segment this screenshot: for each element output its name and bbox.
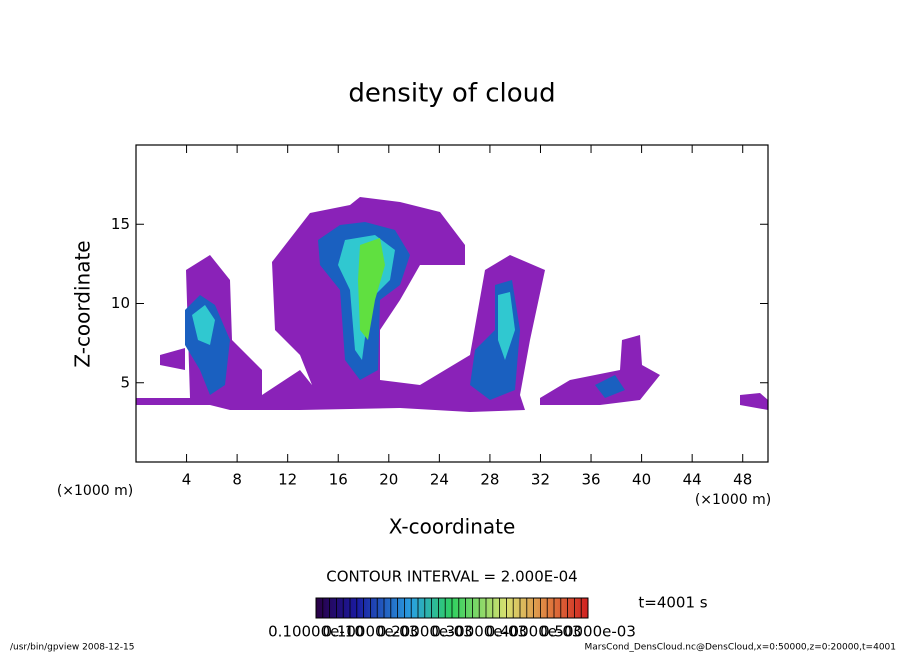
x-tick-label: 16 bbox=[329, 471, 348, 489]
colorbar-label: 0.50000e-03 bbox=[540, 623, 636, 641]
y-axis-label: Z-coordinate bbox=[71, 240, 95, 367]
colorbar-label: 0.10000e-03 bbox=[323, 623, 419, 641]
x-tick-label: 32 bbox=[531, 471, 550, 489]
colorbar-label: 0.10000e-10 bbox=[268, 623, 364, 641]
y-unit: (×1000 m) bbox=[57, 483, 133, 499]
x-tick-label: 28 bbox=[480, 471, 499, 489]
x-tick-label: 8 bbox=[232, 471, 242, 489]
x-tick-label: 24 bbox=[430, 471, 449, 489]
y-tick-label: 10 bbox=[111, 294, 130, 312]
y-tick-label: 15 bbox=[111, 215, 130, 233]
x-tick-label: 20 bbox=[379, 471, 398, 489]
plot-frame bbox=[135, 144, 769, 463]
time-label: t=4001 s bbox=[638, 594, 707, 612]
colorbar-label: 0.40000e-03 bbox=[486, 623, 582, 641]
cloud-field bbox=[136, 197, 768, 412]
y-tick-label: 5 bbox=[120, 373, 130, 391]
footer-left: /usr/bin/gpview 2008-12-15 bbox=[10, 643, 134, 653]
x-tick-label: 48 bbox=[733, 471, 752, 489]
chart-title: density of cloud bbox=[348, 79, 555, 109]
x-tick-label: 36 bbox=[581, 471, 600, 489]
contour-interval: CONTOUR INTERVAL = 2.000E-04 bbox=[326, 568, 577, 586]
colorbar-label: 0.30000e-03 bbox=[431, 623, 527, 641]
footer-right: MarsCond_DensCloud.nc@DensCloud,x=0:5000… bbox=[585, 643, 897, 653]
x-tick-label: 4 bbox=[182, 471, 192, 489]
x-axis-label: X-coordinate bbox=[389, 515, 516, 539]
x-unit: (×1000 m) bbox=[695, 492, 771, 508]
x-tick-label: 40 bbox=[632, 471, 651, 489]
x-tick-label: 12 bbox=[278, 471, 297, 489]
x-tick-label: 44 bbox=[683, 471, 702, 489]
colorbar-label: 0.20000e-03 bbox=[377, 623, 473, 641]
